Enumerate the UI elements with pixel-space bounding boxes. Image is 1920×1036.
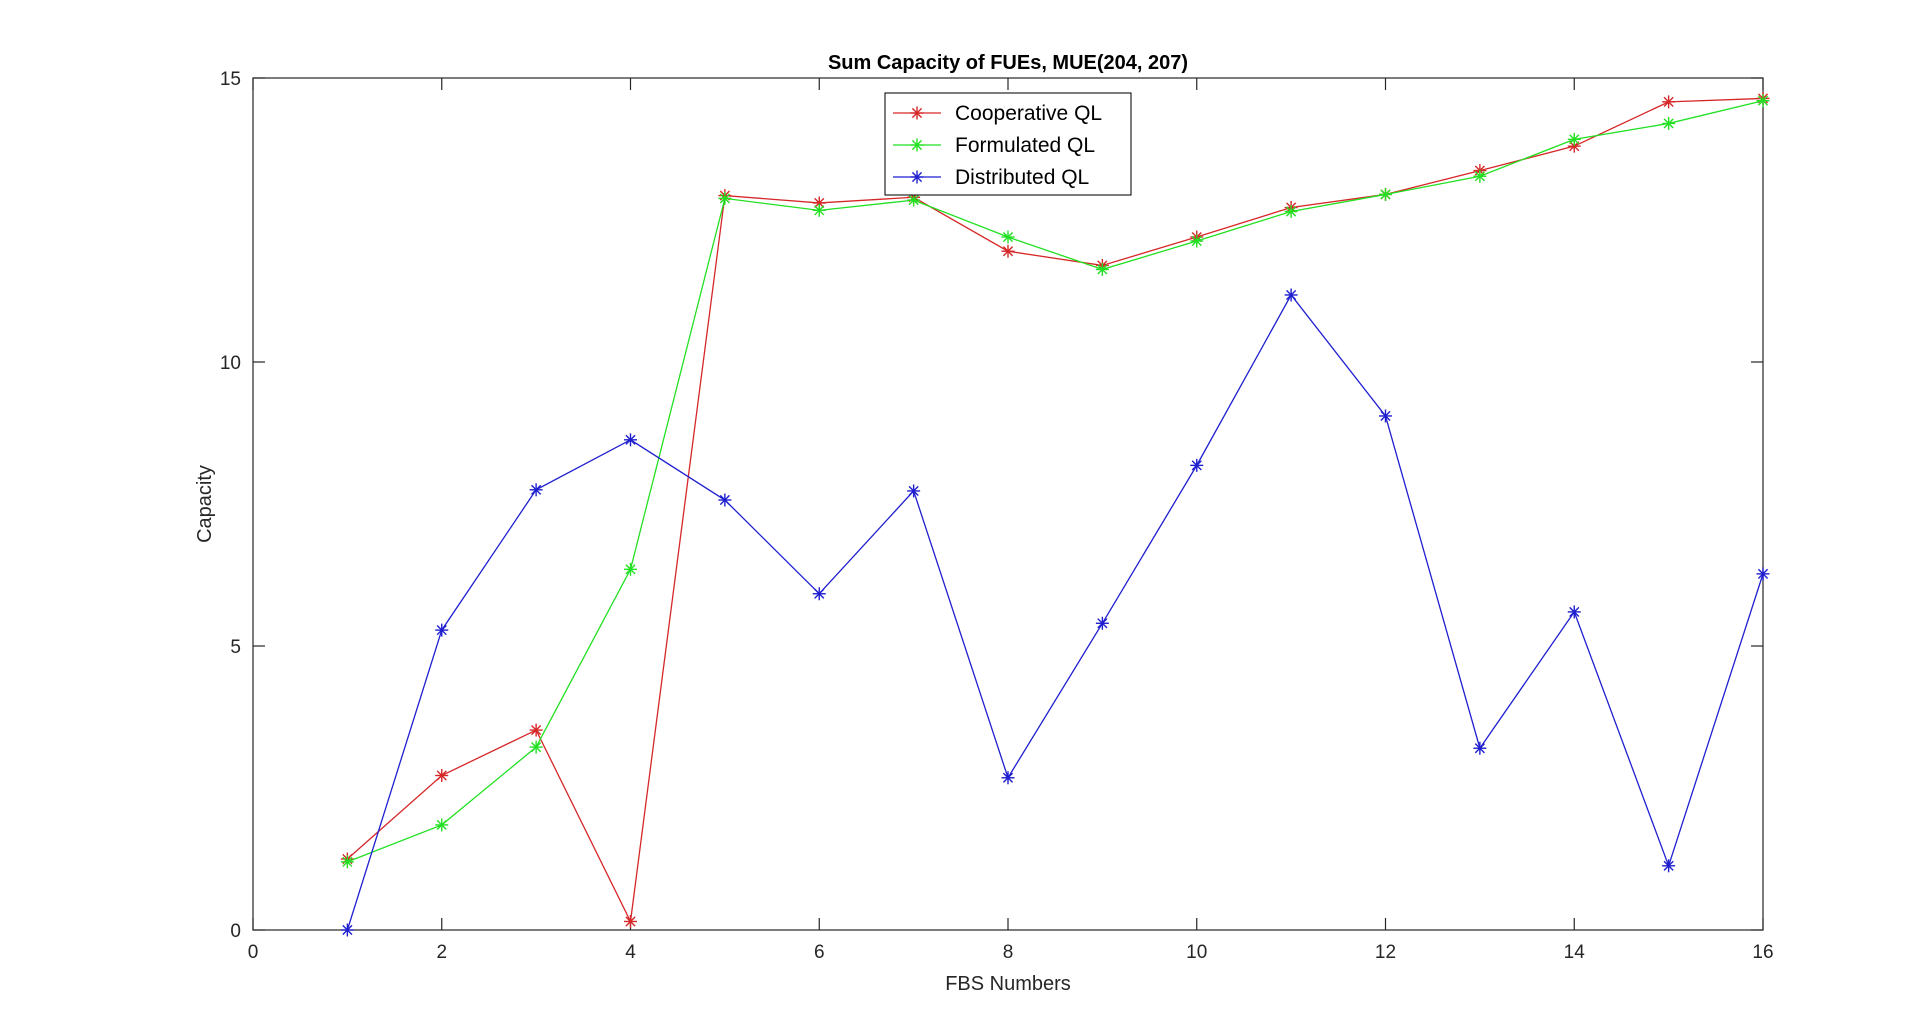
data-point bbox=[1662, 116, 1676, 130]
legend-label: Distributed QL bbox=[955, 166, 1089, 189]
data-point bbox=[1001, 244, 1015, 258]
data-point bbox=[910, 138, 924, 152]
data-point bbox=[1756, 567, 1770, 581]
data-point bbox=[907, 484, 921, 498]
y-tick-label: 10 bbox=[220, 353, 241, 374]
data-point bbox=[1567, 132, 1581, 146]
x-axis: 0 2 4 6 8 10 12 14 16 bbox=[248, 78, 1774, 963]
x-tick-label: 2 bbox=[436, 942, 447, 963]
x-tick-label: 10 bbox=[1186, 942, 1207, 963]
plot-frame bbox=[252, 77, 1764, 931]
legend-item-distributed-ql: Distributed QL bbox=[893, 166, 1089, 189]
data-point bbox=[1095, 262, 1109, 276]
x-tick-label: 16 bbox=[1752, 942, 1773, 963]
series-line-distributed-ql bbox=[346, 293, 1764, 931]
data-point bbox=[435, 623, 449, 637]
y-axis-title: Capacity bbox=[194, 465, 216, 543]
data-point bbox=[1567, 605, 1581, 619]
data-point bbox=[1190, 234, 1204, 248]
data-point bbox=[435, 769, 449, 783]
data-point bbox=[1379, 409, 1392, 423]
data-point bbox=[1473, 741, 1487, 755]
data-point bbox=[812, 587, 826, 601]
legend: Cooperative QL Formulated QL Distributed Q… bbox=[884, 92, 1132, 196]
data-point bbox=[340, 923, 354, 937]
data-point bbox=[1284, 288, 1298, 302]
data-point bbox=[529, 483, 543, 497]
x-axis-title: FBS Numbers bbox=[945, 973, 1071, 995]
y-tick-label: 5 bbox=[230, 637, 241, 658]
data-point bbox=[435, 818, 449, 832]
legend-item-formulated-ql: Formulated QL bbox=[893, 134, 1095, 157]
series-layer bbox=[340, 91, 1770, 937]
plot-area bbox=[252, 77, 1764, 931]
y-tick-label: 15 bbox=[220, 69, 241, 90]
x-tick-label: 14 bbox=[1564, 942, 1586, 963]
x-tick-label: 12 bbox=[1375, 942, 1396, 963]
data-point bbox=[624, 914, 637, 928]
series-distributed-ql bbox=[340, 288, 1770, 937]
data-point bbox=[1001, 230, 1015, 244]
data-point bbox=[907, 193, 921, 207]
x-tick-label: 8 bbox=[1003, 942, 1014, 963]
legend-box bbox=[884, 92, 1132, 196]
data-point bbox=[1190, 458, 1204, 472]
data-point bbox=[1473, 169, 1487, 183]
data-point bbox=[1756, 94, 1770, 108]
data-point bbox=[812, 203, 826, 217]
data-point bbox=[529, 740, 543, 754]
legend-label: Formulated QL bbox=[955, 134, 1095, 157]
chart-title: Sum Capacity of FUEs, MUE(204, 207) bbox=[828, 52, 1188, 74]
series-formulated-ql bbox=[340, 94, 1770, 869]
legend-label: Cooperative QL bbox=[955, 102, 1102, 125]
x-tick-label: 6 bbox=[814, 942, 825, 963]
data-point bbox=[340, 855, 354, 869]
data-point bbox=[624, 433, 637, 447]
data-point bbox=[1662, 95, 1676, 109]
data-point bbox=[624, 562, 637, 576]
data-point bbox=[1001, 771, 1015, 785]
data-point bbox=[910, 170, 924, 184]
y-tick-label: 0 bbox=[230, 921, 241, 942]
data-point bbox=[1284, 204, 1298, 218]
series-line-formulated-ql bbox=[347, 100, 1764, 863]
data-point bbox=[910, 106, 924, 120]
x-tick-label: 0 bbox=[248, 942, 259, 963]
data-point bbox=[1095, 616, 1109, 630]
data-point bbox=[718, 493, 732, 507]
legend-item-cooperative-ql: Cooperative QL bbox=[893, 102, 1102, 125]
data-point bbox=[529, 723, 543, 737]
data-point bbox=[1379, 187, 1392, 201]
data-point bbox=[1662, 859, 1676, 873]
y-axis: 0 5 10 15 bbox=[220, 69, 1763, 942]
data-point bbox=[718, 191, 732, 205]
x-tick-label: 4 bbox=[625, 942, 636, 963]
